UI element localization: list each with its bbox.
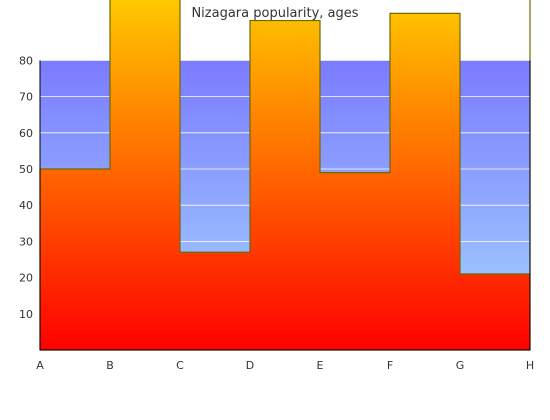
y-tick-label: 30 [19,235,33,248]
x-tick-label: B [106,359,114,372]
x-tick-label: F [387,359,393,372]
x-tick-labels: A B C D E F G H [36,359,534,372]
area-series [39,0,531,351]
x-tick-label: G [456,359,465,372]
x-tick-label: A [36,359,44,372]
y-tick-label: 50 [19,163,33,176]
y-tick-label: 20 [19,272,33,285]
axes [39,60,531,351]
x-tick-label: H [526,359,534,372]
y-tick-label: 40 [19,199,33,212]
y-tick-labels: 10 20 30 40 50 60 70 80 [19,54,33,320]
chart-title: Nizagara popularity, ages [191,6,358,21]
y-tick-label: 60 [19,127,33,140]
y-tick-label: 80 [19,54,33,67]
x-tick-label: E [317,359,324,372]
y-tick-label: 10 [19,308,33,321]
x-tick-label: D [246,359,254,372]
y-tick-label: 70 [19,91,33,104]
x-tick-label: C [176,359,184,372]
